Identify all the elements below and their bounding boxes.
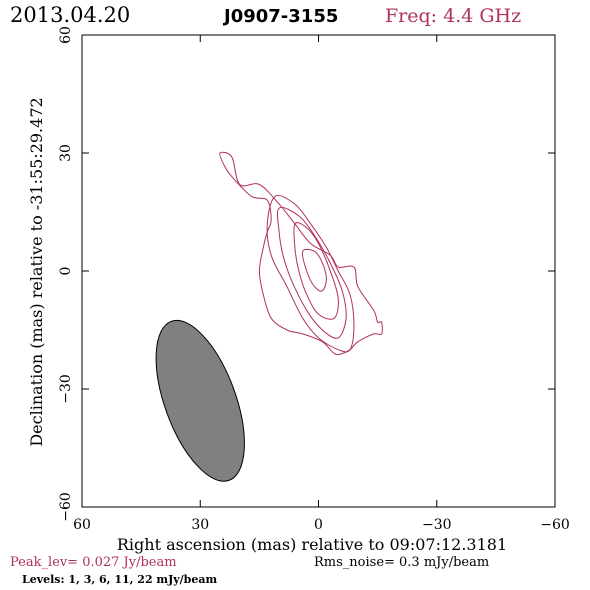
contour-levels <box>219 151 383 356</box>
x-tick-label: 30 <box>191 517 209 533</box>
x-tick-label: 0 <box>314 517 323 533</box>
source-name: J0907-3155 <box>222 6 338 27</box>
y-axis-label: Declination (mas) relative to -31:55:29.… <box>27 97 46 446</box>
contour-level-1 <box>219 151 383 356</box>
contour-level-22 <box>301 248 327 292</box>
y-tick-label: −30 <box>58 374 74 404</box>
x-tick-labels: 60 30 0 −30 −60 <box>73 517 570 533</box>
y-tick-label: 0 <box>58 267 74 276</box>
rms-noise: Rms_noise= 0.3 mJy/beam <box>314 555 489 570</box>
y-tick-label: 60 <box>58 26 74 44</box>
epoch-date: 2013.04.20 <box>10 3 130 27</box>
beam-ellipse <box>155 319 245 482</box>
contour-level-6 <box>276 206 347 339</box>
y-tick-label: −60 <box>58 492 74 522</box>
y-tick-labels: −60 −30 0 30 60 <box>58 26 74 522</box>
peak-level: Peak_lev= 0.027 Jy/beam <box>10 555 177 570</box>
x-tick-label: 60 <box>73 517 91 533</box>
x-tick-label: −60 <box>540 517 570 533</box>
x-tick-label: −30 <box>422 517 452 533</box>
contour-level-3 <box>266 194 355 353</box>
x-axis-label: Right ascension (mas) relative to 09:07:… <box>117 535 507 554</box>
contour-levels-text: Levels: 1, 3, 6, 11, 22 mJy/beam <box>22 573 217 586</box>
plot-frame <box>81 34 556 508</box>
frequency-label: Freq: 4.4 GHz <box>385 5 521 27</box>
axis-ticks <box>81 34 556 508</box>
contour-level-11 <box>293 222 339 320</box>
y-tick-label: 30 <box>58 144 74 162</box>
